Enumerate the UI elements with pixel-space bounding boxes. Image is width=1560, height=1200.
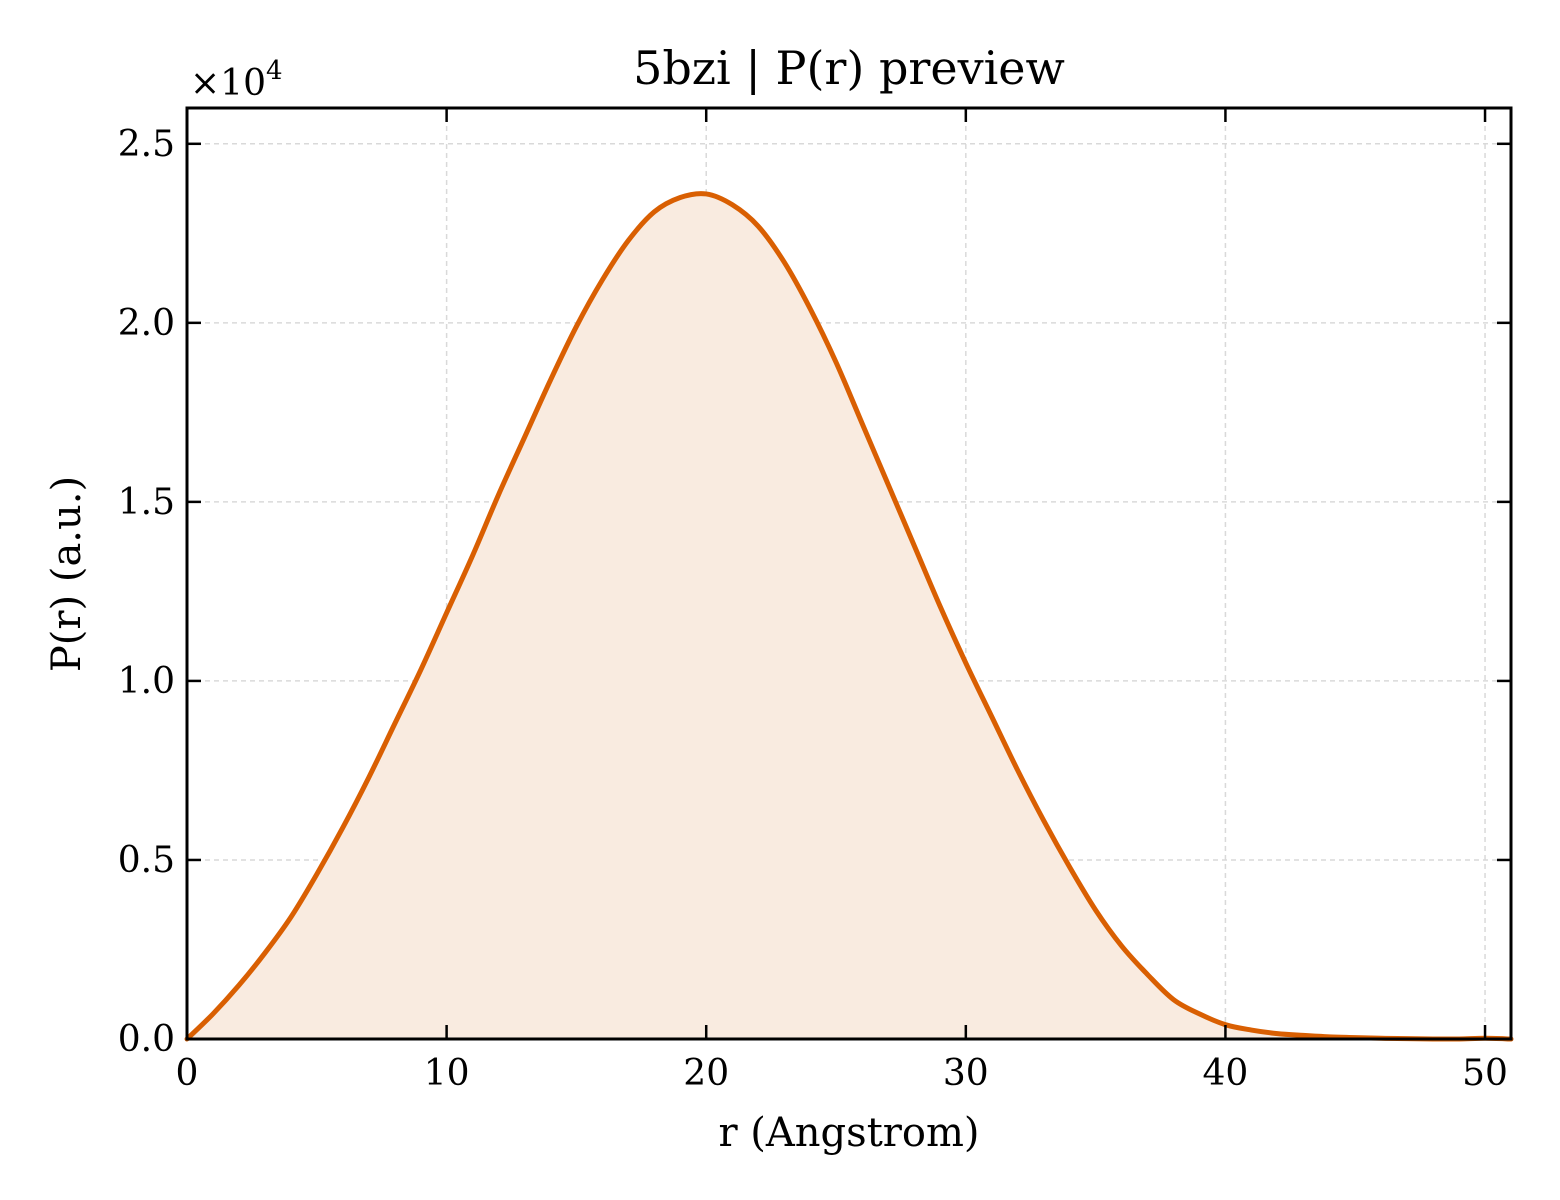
y-tick-label: 1.5 — [118, 482, 175, 523]
y-tick-label: 1.0 — [118, 661, 175, 702]
y-multiplier-exponent: 4 — [266, 56, 283, 86]
y-tick-label: 2.0 — [118, 303, 175, 344]
chart-title: 5bzi | P(r) preview — [633, 41, 1065, 95]
y-multiplier-base: ×10 — [190, 63, 266, 104]
y-tick-label: 0.5 — [118, 840, 175, 881]
x-tick-label: 30 — [943, 1053, 989, 1094]
x-tick-label: 40 — [1203, 1053, 1249, 1094]
pr-area-fill — [187, 193, 1511, 1040]
y-axis-label: P(r) (a.u.) — [44, 476, 90, 672]
axis-ticks — [185, 108, 1511, 1041]
x-axis-label: r (Angstrom) — [718, 1110, 979, 1156]
pr-curve-line — [184, 191, 1514, 1042]
x-tick-label: 0 — [176, 1053, 199, 1094]
x-tick-label: 50 — [1462, 1053, 1508, 1094]
x-tick-label: 10 — [424, 1053, 470, 1094]
y-multiplier: ×104 — [190, 56, 283, 104]
tick-labels: 0 10 20 30 40 50 0.0 0.5 1.0 1.5 2.0 2.5 — [118, 124, 1508, 1094]
y-tick-label: 2.5 — [118, 124, 175, 165]
x-tick-label: 20 — [683, 1053, 729, 1094]
plot-frame — [185, 106, 1513, 1041]
y-tick-label: 0.0 — [118, 1019, 175, 1060]
